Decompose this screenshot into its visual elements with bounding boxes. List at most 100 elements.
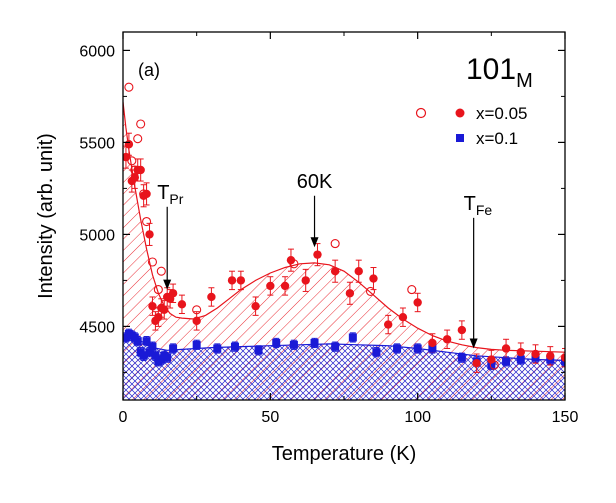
data-point-x005: [251, 301, 260, 311]
hatch-area-x005: [123, 101, 565, 400]
data-point-x01: [372, 348, 381, 357]
data-point-x01: [213, 344, 222, 353]
data-point-x01: [148, 342, 157, 351]
data-point-x01: [516, 355, 525, 364]
data-point-x005-open: [192, 305, 202, 315]
annotation-label-0: TPr: [157, 182, 184, 207]
legend-label-blue: x=0.1: [476, 129, 518, 148]
data-point-x01: [163, 353, 172, 362]
data-point-x01: [272, 338, 281, 347]
legend: x=0.05 x=0.1: [415, 104, 528, 148]
data-point-x005-open: [142, 216, 152, 227]
data-point-x01: [230, 342, 239, 351]
legend-open-circle-marker: [415, 107, 427, 119]
x-tick-label: 100: [404, 409, 431, 426]
annotation-arrow-2: TFe: [464, 193, 493, 349]
data-point-x01: [139, 351, 148, 360]
data-point-x005: [345, 289, 355, 298]
data-point-x005-open: [136, 119, 146, 129]
data-point-x005: [516, 347, 525, 357]
legend-label-red: x=0.05: [476, 104, 528, 123]
data-point-x01: [145, 348, 154, 357]
y-axis-label: Intensity (arb. unit): [35, 133, 57, 299]
chart-title: 101M: [466, 53, 533, 92]
x-tick-label: 150: [552, 409, 579, 426]
data-point-x005: [123, 152, 131, 162]
data-point-x005: [301, 276, 310, 285]
data-point-x01: [413, 344, 422, 353]
data-point-x005: [142, 189, 151, 199]
data-point-x01: [254, 346, 263, 355]
data-point-x005: [280, 281, 290, 291]
data-point-x005: [428, 338, 437, 348]
data-point-x005-open: [124, 82, 134, 92]
legend-marker-red: [455, 108, 465, 118]
data-point-x005-open: [330, 239, 340, 249]
data-point-x005: [560, 353, 565, 362]
data-point-x005: [168, 289, 178, 298]
y-tick-label: 6000: [79, 43, 115, 60]
data-point-x005: [160, 305, 169, 315]
data-point-x005: [192, 316, 201, 326]
data-point-x005: [384, 320, 393, 329]
data-point-x01: [169, 344, 178, 353]
data-point-x005: [472, 359, 481, 368]
data-point-x005-open: [156, 266, 166, 276]
data-point-x01: [331, 342, 340, 351]
x-tick-label: 50: [261, 409, 279, 426]
data-point-x01: [457, 353, 466, 362]
data-point-x01: [428, 344, 437, 353]
x-axis-label: Temperature (K): [272, 443, 417, 465]
data-point-x005: [413, 298, 422, 307]
data-point-x01: [289, 340, 298, 349]
data-point-x005-open: [365, 286, 376, 296]
y-tick-label: 5500: [79, 135, 115, 152]
annotation-arrow-0: TPr: [157, 182, 184, 290]
data-point-x005: [227, 276, 237, 285]
data-point-x005-open: [153, 285, 163, 295]
data-point-x005: [207, 292, 216, 302]
data-point-x005-open: [133, 134, 143, 144]
data-point-x01: [393, 344, 402, 353]
data-point-x005-open: [407, 285, 417, 295]
data-point-x005: [487, 355, 496, 364]
data-point-x005: [531, 349, 540, 359]
panel-label: (a): [138, 60, 160, 80]
data-point-x01: [348, 333, 357, 342]
chart-title-main: 101: [466, 53, 516, 86]
data-point-x005: [130, 173, 139, 182]
data-point-x005-open: [147, 257, 158, 267]
legend-marker-blue: [456, 134, 464, 142]
data-point-x005: [236, 276, 246, 285]
x-tick-label: 0: [119, 409, 128, 426]
annotation-label-2: TFe: [464, 193, 493, 218]
data-point-x005: [501, 344, 511, 353]
data-point-x005: [124, 140, 134, 149]
data-point-x005: [154, 313, 163, 322]
annotation-arrow-1: 60K: [297, 171, 333, 248]
y-tick-label: 4500: [79, 319, 115, 336]
chart-title-sub: M: [516, 70, 533, 92]
data-point-x005: [354, 267, 363, 276]
data-point-x01: [310, 338, 319, 347]
data-point-x01: [502, 357, 511, 366]
data-point-x005: [442, 335, 452, 344]
data-point-x005: [145, 230, 154, 239]
data-point-x005: [177, 300, 187, 309]
data-point-x005: [266, 281, 275, 291]
data-point-x005: [136, 165, 145, 175]
data-point-x01: [487, 361, 496, 370]
data-point-x01: [142, 337, 151, 346]
annotation-label-1: 60K: [297, 171, 333, 193]
data-point-x005: [457, 325, 467, 335]
data-point-x01: [151, 351, 160, 360]
data-point-x005: [330, 267, 340, 276]
data-point-x01: [133, 337, 142, 346]
data-point-x005: [148, 301, 157, 311]
data-point-x005: [398, 313, 408, 322]
data-point-x005: [369, 274, 378, 283]
data-point-x01: [192, 340, 201, 349]
data-point-x005: [286, 255, 296, 265]
y-tick-label: 5000: [79, 227, 115, 244]
